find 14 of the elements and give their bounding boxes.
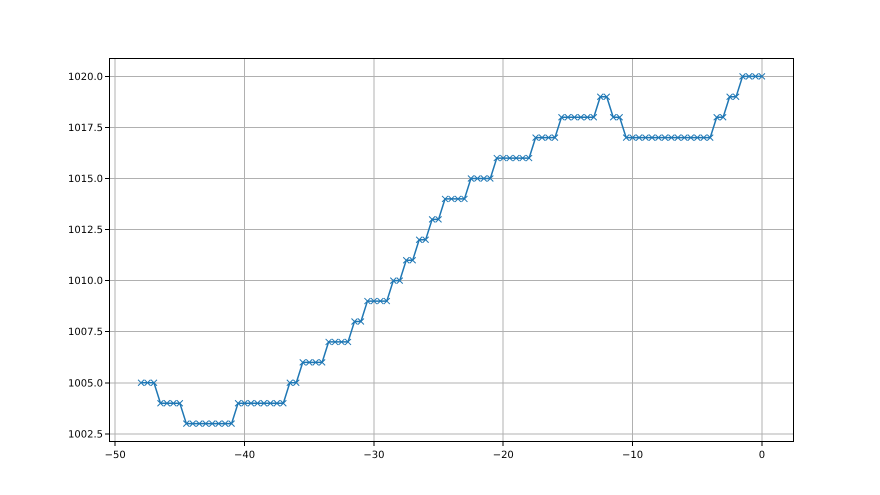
y-tick-label: 1020.0 bbox=[68, 72, 103, 83]
y-tick-label: 1005.0 bbox=[68, 378, 103, 390]
y-tick-label: 1010.0 bbox=[68, 276, 103, 288]
x-tick-label: −50 bbox=[104, 450, 126, 461]
y-tick-label: 1017.5 bbox=[68, 122, 103, 134]
x-tick-label: 0 bbox=[758, 450, 766, 461]
x-tick-label: −30 bbox=[363, 450, 384, 461]
y-tick-label: 1007.5 bbox=[68, 327, 103, 338]
x-tick-label: −20 bbox=[492, 450, 514, 461]
y-tick-label: 1015.0 bbox=[68, 174, 103, 185]
y-tick-label: 1012.5 bbox=[68, 225, 103, 236]
x-tick-label: −10 bbox=[622, 450, 644, 461]
y-tick-label: 1002.5 bbox=[68, 429, 103, 440]
x-tick-label: −40 bbox=[234, 450, 256, 461]
